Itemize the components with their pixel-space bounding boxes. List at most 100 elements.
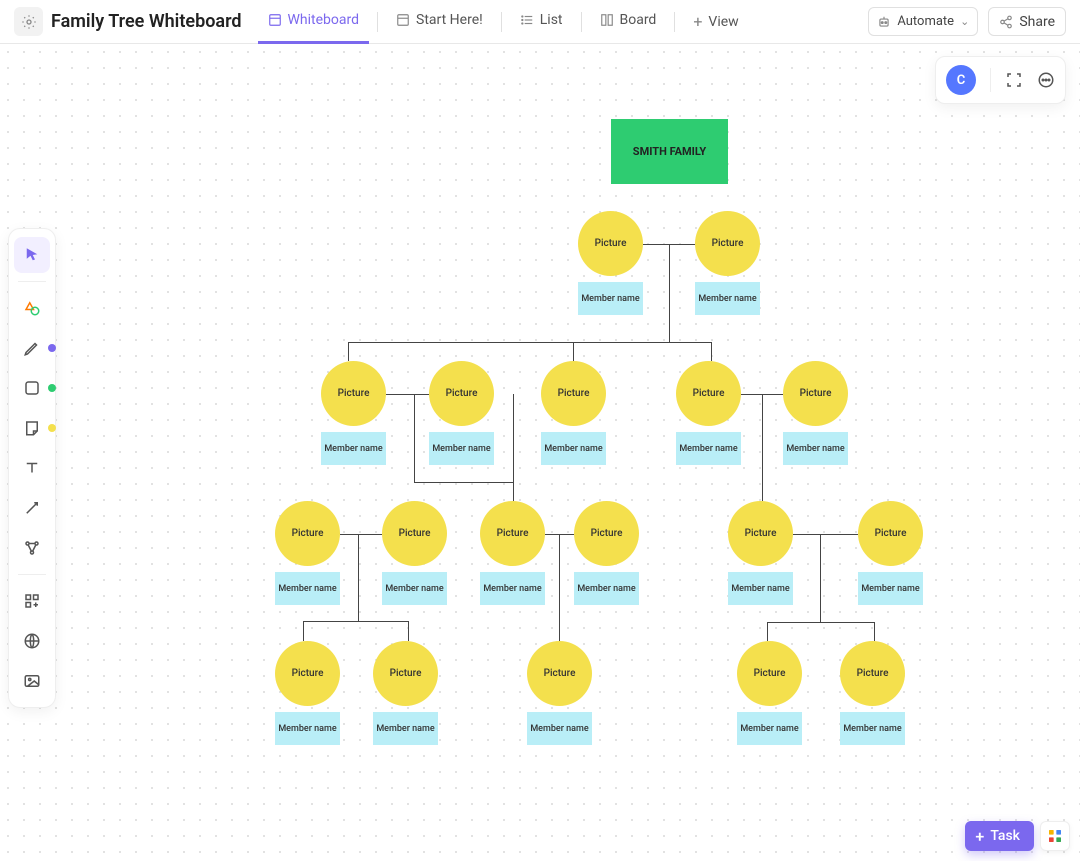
plus-icon: + (975, 827, 984, 846)
topbar: Family Tree Whiteboard Whiteboard Start … (0, 0, 1080, 44)
connector-line (874, 622, 875, 641)
tree-node[interactable]: Picture Member name (783, 361, 848, 465)
plus-icon: + (693, 12, 702, 31)
connector-line (386, 394, 429, 395)
tree-node[interactable]: PictureMember name (382, 501, 447, 605)
connector-line (414, 394, 415, 482)
tool-cursor[interactable] (14, 237, 50, 273)
tree-node[interactable]: PictureMember name (695, 211, 760, 315)
tree-node[interactable]: Picture Member name (429, 361, 494, 465)
share-button[interactable]: Share (988, 7, 1066, 36)
node-name: Member name (373, 712, 438, 745)
left-toolbar (8, 228, 56, 708)
connector-line (358, 534, 359, 621)
tool-shapes[interactable] (14, 290, 50, 326)
apps-button[interactable] (1040, 821, 1070, 851)
tab-label: Start Here! (416, 12, 483, 28)
view-label: View (708, 14, 738, 30)
tab-board[interactable]: Board (590, 0, 667, 44)
node-picture: Picture (541, 361, 606, 426)
node-name: Member name (527, 712, 592, 745)
node-name: Member name (840, 712, 905, 745)
node-name: Member name (858, 572, 923, 605)
tree-node[interactable]: Picture Member name (321, 361, 386, 465)
task-button[interactable]: + Task (965, 821, 1034, 851)
tree-node[interactable]: PictureMember name (541, 361, 606, 465)
connector-line (767, 622, 874, 623)
tree-node[interactable]: Picture Member name (480, 501, 545, 605)
node-picture: Picture (429, 361, 494, 426)
node-picture: Picture (382, 501, 447, 566)
root-node[interactable]: SMITH FAMILY (611, 119, 728, 184)
tree-node[interactable]: Picture Member name (373, 641, 438, 745)
connector-line (348, 342, 349, 361)
separator (674, 12, 675, 32)
tree-node[interactable]: PictureMember name (275, 501, 340, 605)
tree-node[interactable]: PictureMember name (676, 361, 741, 465)
node-picture: Picture (275, 641, 340, 706)
node-picture: Picture (840, 641, 905, 706)
fit-icon[interactable] (1005, 71, 1023, 89)
tree-node[interactable]: Picture Member name (527, 641, 592, 745)
page-title[interactable]: Family Tree Whiteboard (51, 11, 242, 32)
more-icon[interactable] (1037, 71, 1055, 89)
connector-line (340, 534, 382, 535)
connector-line (820, 534, 821, 622)
tree-node[interactable]: Picture Member name (840, 641, 905, 745)
tool-rect[interactable] (14, 370, 50, 406)
tab-list[interactable]: List (510, 0, 573, 44)
tool-apps[interactable] (14, 583, 50, 619)
tool-sticky[interactable] (14, 410, 50, 446)
node-picture: Picture (275, 501, 340, 566)
node-picture: Picture (676, 361, 741, 426)
task-label: Task (990, 828, 1020, 844)
node-picture: Picture (480, 501, 545, 566)
tree-node[interactable]: PictureMember name (578, 211, 643, 315)
connector-line (573, 342, 574, 361)
node-name: Member name (728, 572, 793, 605)
tool-globe[interactable] (14, 623, 50, 659)
tree-node[interactable]: PictureMember name (275, 641, 340, 745)
automate-button[interactable]: Automate ⌄ (868, 7, 978, 36)
node-picture: Picture (728, 501, 793, 566)
node-name: Member name (321, 432, 386, 465)
tool-image[interactable] (14, 663, 50, 699)
tree-node[interactable]: PictureMember name (574, 501, 639, 605)
node-picture: Picture (321, 361, 386, 426)
tool-pen[interactable] (14, 330, 50, 366)
add-view[interactable]: + View (683, 12, 748, 31)
doc-icon[interactable] (14, 7, 43, 36)
node-picture: Picture (527, 641, 592, 706)
presence-bar: C (935, 56, 1066, 104)
connector-line (303, 621, 304, 641)
connector-line (303, 621, 408, 622)
node-name: Member name (737, 712, 802, 745)
node-picture: Picture (695, 211, 760, 276)
tree-node[interactable]: Picture Member name (728, 501, 793, 605)
connector-line (762, 394, 763, 501)
node-name: Member name (429, 432, 494, 465)
avatar[interactable]: C (946, 65, 976, 95)
tab-whiteboard[interactable]: Whiteboard (258, 0, 370, 44)
tool-connector[interactable] (14, 490, 50, 526)
automate-label: Automate (897, 14, 954, 29)
canvas[interactable]: SMITH FAMILY Picture Member name Picture Me… (0, 44, 1080, 861)
tool-nodes[interactable] (14, 530, 50, 566)
chevron-down-icon: ⌄ (960, 15, 969, 28)
separator (990, 68, 991, 92)
separator (501, 12, 502, 32)
node-name: Member name (480, 572, 545, 605)
tab-label: Board (620, 12, 657, 28)
connector-line (414, 482, 513, 483)
node-name: Member name (783, 432, 848, 465)
tool-text[interactable] (14, 450, 50, 486)
node-picture: Picture (574, 501, 639, 566)
node-picture: Picture (373, 641, 438, 706)
node-picture: Picture (783, 361, 848, 426)
separator (581, 12, 582, 32)
tree-node[interactable]: PictureMember name (858, 501, 923, 605)
tab-label: Whiteboard (288, 12, 360, 28)
root-label: SMITH FAMILY (633, 145, 706, 158)
tree-node[interactable]: PictureMember name (737, 641, 802, 745)
tab-start-here[interactable]: Start Here! (386, 0, 493, 44)
